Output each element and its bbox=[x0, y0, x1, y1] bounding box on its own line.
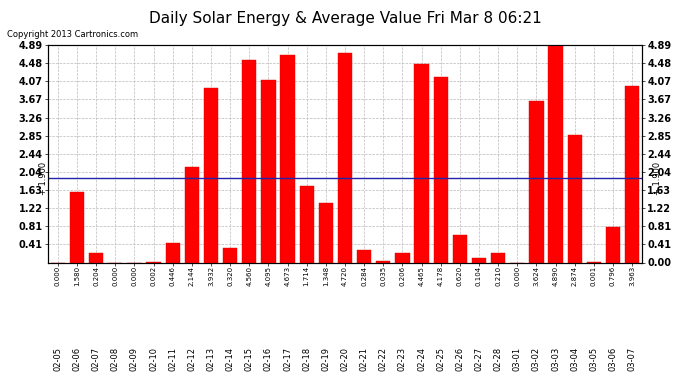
Text: 0.000: 0.000 bbox=[131, 266, 137, 286]
Text: 02-24: 02-24 bbox=[417, 347, 426, 371]
Text: 03-01: 03-01 bbox=[513, 347, 522, 371]
Text: Copyright 2013 Cartronics.com: Copyright 2013 Cartronics.com bbox=[7, 30, 138, 39]
Text: 03-02: 03-02 bbox=[532, 347, 541, 371]
Text: 02-13: 02-13 bbox=[206, 347, 215, 371]
Text: 03-07: 03-07 bbox=[628, 347, 637, 371]
Bar bbox=[472, 258, 486, 262]
Text: 02-09: 02-09 bbox=[130, 347, 139, 371]
Text: 2.144: 2.144 bbox=[189, 266, 195, 286]
Text: 0.002: 0.002 bbox=[150, 266, 157, 286]
Text: 4.095: 4.095 bbox=[266, 266, 271, 286]
Bar bbox=[166, 243, 180, 262]
Bar bbox=[415, 64, 428, 262]
Bar bbox=[376, 261, 391, 262]
Text: 02-23: 02-23 bbox=[398, 347, 407, 371]
Text: 02-17: 02-17 bbox=[283, 347, 292, 371]
Text: 0.000: 0.000 bbox=[514, 266, 520, 286]
Text: 02-08: 02-08 bbox=[111, 347, 120, 371]
Text: 02-28: 02-28 bbox=[493, 347, 502, 371]
Text: 02-19: 02-19 bbox=[322, 347, 331, 371]
Text: 3.932: 3.932 bbox=[208, 266, 214, 286]
Text: 02-05: 02-05 bbox=[53, 347, 62, 371]
Bar bbox=[625, 86, 640, 262]
Text: 02-06: 02-06 bbox=[72, 347, 81, 371]
Text: 02-10: 02-10 bbox=[149, 347, 158, 371]
Text: 4.890: 4.890 bbox=[553, 266, 559, 286]
Bar bbox=[357, 250, 371, 262]
Bar bbox=[223, 248, 237, 262]
Text: 0.001: 0.001 bbox=[591, 266, 597, 286]
Bar bbox=[185, 167, 199, 262]
Text: 3.963: 3.963 bbox=[629, 266, 635, 286]
Text: 02-21: 02-21 bbox=[359, 347, 368, 371]
Text: 03-06: 03-06 bbox=[609, 347, 618, 371]
Text: Average  ($): Average ($) bbox=[511, 21, 573, 30]
Bar bbox=[491, 253, 505, 262]
Text: 1.348: 1.348 bbox=[323, 266, 329, 286]
Text: 0.446: 0.446 bbox=[170, 266, 176, 286]
Bar bbox=[395, 254, 410, 262]
Bar bbox=[280, 55, 295, 262]
Text: Daily   ($): Daily ($) bbox=[607, 21, 656, 30]
Text: 02-12: 02-12 bbox=[188, 347, 197, 371]
Bar bbox=[319, 202, 333, 262]
Bar bbox=[299, 186, 314, 262]
Text: + 1.900: + 1.900 bbox=[39, 161, 48, 195]
Text: 0.104: 0.104 bbox=[476, 266, 482, 286]
Text: 1.714: 1.714 bbox=[304, 266, 310, 286]
Text: 4.465: 4.465 bbox=[419, 266, 424, 286]
Text: 2.874: 2.874 bbox=[572, 266, 578, 286]
Text: 02-11: 02-11 bbox=[168, 347, 177, 371]
Text: Daily Solar Energy & Average Value Fri Mar 8 06:21: Daily Solar Energy & Average Value Fri M… bbox=[148, 11, 542, 26]
Text: 4.720: 4.720 bbox=[342, 266, 348, 286]
Text: 1.580: 1.580 bbox=[74, 266, 80, 286]
Bar bbox=[89, 254, 104, 262]
Text: 4.178: 4.178 bbox=[437, 266, 444, 286]
Text: 0.000: 0.000 bbox=[112, 266, 118, 286]
Bar bbox=[606, 227, 620, 262]
Text: 02-25: 02-25 bbox=[436, 347, 445, 371]
Text: 0.210: 0.210 bbox=[495, 266, 501, 286]
Text: 03-03: 03-03 bbox=[551, 347, 560, 371]
Text: 0.000: 0.000 bbox=[55, 266, 61, 286]
Text: 02-15: 02-15 bbox=[245, 347, 254, 371]
Bar bbox=[433, 76, 448, 262]
Bar bbox=[242, 60, 257, 262]
Text: 02-20: 02-20 bbox=[340, 347, 350, 371]
Bar bbox=[529, 101, 544, 262]
Text: 02-07: 02-07 bbox=[92, 347, 101, 371]
Text: 4.560: 4.560 bbox=[246, 266, 253, 286]
Text: 0.204: 0.204 bbox=[93, 266, 99, 286]
Text: 0.035: 0.035 bbox=[380, 266, 386, 286]
Bar bbox=[549, 45, 563, 262]
Text: 03-04: 03-04 bbox=[570, 347, 579, 371]
Bar bbox=[567, 135, 582, 262]
Text: 02-22: 02-22 bbox=[379, 347, 388, 371]
Text: 4.673: 4.673 bbox=[284, 266, 290, 286]
Text: 3.624: 3.624 bbox=[533, 266, 540, 286]
Text: 03-05: 03-05 bbox=[589, 347, 598, 371]
Text: 0.206: 0.206 bbox=[400, 266, 406, 286]
Text: + 1.900: + 1.900 bbox=[653, 161, 662, 195]
Bar bbox=[204, 88, 218, 262]
Bar bbox=[338, 53, 352, 262]
Text: 02-26: 02-26 bbox=[455, 347, 464, 371]
Bar bbox=[453, 235, 467, 262]
Bar bbox=[70, 192, 84, 262]
Text: 02-14: 02-14 bbox=[226, 347, 235, 371]
Text: 02-16: 02-16 bbox=[264, 347, 273, 371]
Text: 02-18: 02-18 bbox=[302, 347, 311, 371]
Text: 0.284: 0.284 bbox=[361, 266, 367, 286]
Text: 0.620: 0.620 bbox=[457, 266, 463, 286]
Text: 02-27: 02-27 bbox=[475, 347, 484, 371]
Bar bbox=[262, 80, 275, 262]
Text: 0.320: 0.320 bbox=[227, 266, 233, 286]
Text: 0.796: 0.796 bbox=[610, 266, 616, 286]
